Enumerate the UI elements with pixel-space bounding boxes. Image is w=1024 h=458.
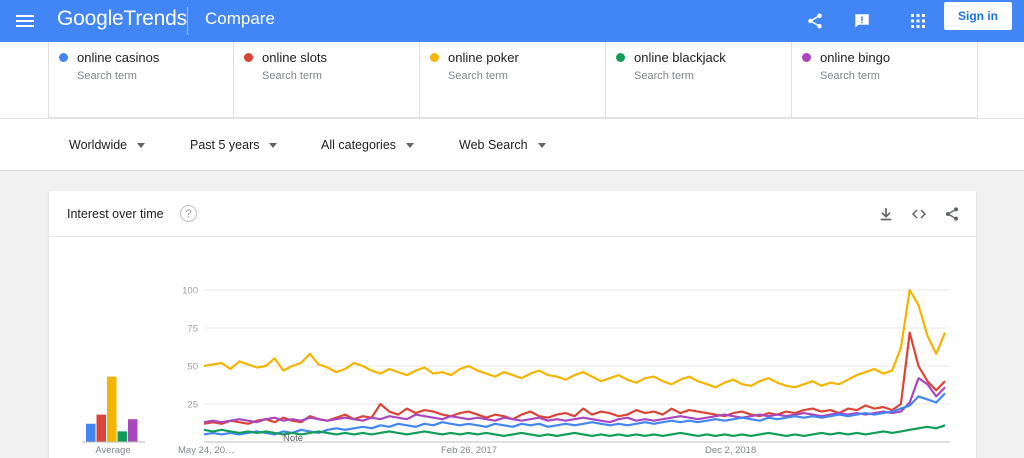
term-type: Search term [820, 70, 880, 82]
chevron-down-icon [406, 142, 415, 148]
term-color-dot [244, 53, 253, 62]
top-app-bar: GoogleTrends Compare Sign in [0, 0, 1024, 42]
term-name: online slots [262, 50, 328, 65]
term-name: online casinos [77, 50, 160, 65]
header-divider [187, 7, 188, 35]
term-name: online bingo [820, 50, 891, 65]
average-bar [96, 414, 106, 442]
term-card-online-casinos[interactable]: online casinos Search term [48, 42, 234, 118]
chart-labels: 100 75 50 25 May 24, 20… Feb 26, 2017 Dec 2, 2… [95, 286, 756, 457]
region-value: Worldwide [69, 138, 128, 152]
x-tick-label: May 24, 20… [178, 445, 235, 456]
sign-in-button[interactable]: Sign in [944, 2, 1012, 30]
term-name: online poker [448, 50, 519, 65]
category-dropdown[interactable]: All categories [321, 138, 415, 152]
term-color-dot [59, 53, 68, 62]
interest-over-time-card: Interest over time ? 100 75 50 25 May 24, 20… [49, 191, 976, 458]
term-color-dot [430, 53, 439, 62]
note-annotation[interactable]: Note [283, 433, 303, 444]
average-bar-chart [82, 376, 145, 443]
google-trends-logo[interactable]: GoogleTrends [57, 7, 187, 31]
share-icon[interactable] [941, 203, 963, 225]
chevron-down-icon [269, 142, 278, 148]
help-icon[interactable]: ? [180, 205, 197, 222]
menu-icon[interactable] [12, 8, 38, 34]
y-tick-label: 75 [187, 324, 198, 335]
search-type-value: Web Search [459, 138, 528, 152]
page-title: Compare [205, 9, 275, 28]
series-line [203, 377, 946, 424]
term-type: Search term [634, 70, 694, 82]
region-dropdown[interactable]: Worldwide [69, 138, 146, 152]
chevron-down-icon [537, 142, 546, 148]
series-line [203, 331, 946, 425]
term-card-online-slots[interactable]: online slots Search term [233, 42, 420, 118]
card-header: Interest over time ? [49, 191, 976, 237]
term-type: Search term [448, 70, 508, 82]
series-line [203, 392, 946, 436]
x-tick-label: Feb 26, 2017 [441, 445, 497, 456]
y-tick-label: 50 [187, 362, 198, 373]
logo-google-text: Google [57, 7, 124, 30]
search-type-dropdown[interactable]: Web Search [459, 138, 546, 152]
term-color-dot [802, 53, 811, 62]
average-bar [128, 419, 138, 442]
term-color-dot [616, 53, 625, 62]
average-bar [86, 423, 96, 442]
feedback-icon[interactable] [847, 6, 877, 36]
average-bar [107, 376, 117, 442]
x-tick-label: Dec 2, 2018 [705, 445, 756, 456]
y-tick-label: 25 [187, 400, 198, 411]
logo-trends-text: Trends [123, 7, 188, 30]
average-bar [117, 431, 127, 442]
term-card-online-poker[interactable]: online poker Search term [419, 42, 606, 118]
chart-grid [204, 289, 950, 443]
download-icon[interactable] [875, 203, 897, 225]
term-type: Search term [262, 70, 322, 82]
series-line [203, 424, 946, 437]
y-tick-label: 100 [182, 286, 198, 297]
interest-over-time-chart: 100 75 50 25 May 24, 20… Feb 26, 2017 Dec 2, 2… [82, 286, 950, 457]
time-range-dropdown[interactable]: Past 5 years [190, 138, 278, 152]
term-card-online-blackjack[interactable]: online blackjack Search term [605, 42, 792, 118]
chevron-down-icon [137, 142, 146, 148]
time-range-value: Past 5 years [190, 138, 260, 152]
apps-icon[interactable] [903, 6, 933, 36]
term-type: Search term [77, 70, 137, 82]
chart-series [203, 288, 947, 437]
term-name: online blackjack [634, 50, 726, 65]
average-label: Average [95, 445, 130, 456]
embed-icon[interactable] [908, 203, 930, 225]
filters-bar: Worldwide Past 5 years All categories We… [0, 118, 1024, 171]
share-icon[interactable] [800, 6, 830, 36]
category-value: All categories [321, 138, 397, 152]
card-title: Interest over time [67, 207, 164, 221]
series-line [203, 288, 947, 389]
term-card-online-bingo[interactable]: online bingo Search term [791, 42, 978, 118]
